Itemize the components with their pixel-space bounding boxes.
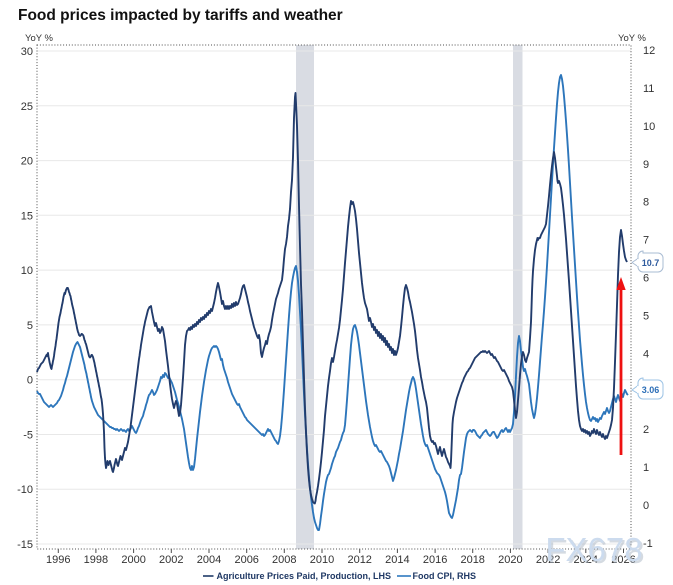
- svg-text:20: 20: [21, 156, 33, 168]
- svg-text:-5: -5: [23, 430, 33, 442]
- svg-text:15: 15: [21, 210, 33, 222]
- svg-text:2004: 2004: [197, 554, 221, 566]
- svg-text:2014: 2014: [385, 554, 409, 566]
- svg-text:-1: -1: [643, 538, 653, 550]
- svg-text:0: 0: [27, 375, 33, 387]
- svg-text:-10: -10: [17, 484, 33, 496]
- svg-text:YoY %: YoY %: [618, 33, 647, 44]
- svg-text:10: 10: [21, 265, 33, 277]
- svg-text:Agriculture Prices Paid, Produ: Agriculture Prices Paid, Production, LHS: [217, 571, 392, 581]
- svg-text:3.06: 3.06: [642, 385, 660, 395]
- svg-text:11: 11: [643, 83, 654, 95]
- svg-text:YoY %: YoY %: [25, 33, 54, 44]
- svg-text:2016: 2016: [423, 554, 447, 566]
- svg-text:2002: 2002: [159, 554, 183, 566]
- svg-text:2018: 2018: [460, 554, 484, 566]
- svg-text:2020: 2020: [498, 554, 522, 566]
- svg-text:6: 6: [643, 273, 649, 285]
- svg-text:5: 5: [643, 310, 649, 322]
- svg-text:FX678: FX678: [547, 533, 644, 570]
- svg-text:7: 7: [643, 235, 649, 247]
- svg-text:FX678: FX678: [545, 531, 642, 568]
- svg-text:2026: 2026: [611, 554, 635, 566]
- svg-text:Food CPI, RHS: Food CPI, RHS: [413, 571, 477, 581]
- svg-text:2000: 2000: [121, 554, 145, 566]
- svg-text:2: 2: [643, 424, 649, 436]
- svg-text:1998: 1998: [84, 554, 108, 566]
- svg-text:-15: -15: [17, 539, 33, 551]
- svg-text:2010: 2010: [310, 554, 334, 566]
- svg-text:4: 4: [643, 348, 649, 360]
- svg-text:2012: 2012: [347, 554, 371, 566]
- svg-text:30: 30: [21, 46, 33, 58]
- svg-text:2008: 2008: [272, 554, 296, 566]
- svg-text:5: 5: [27, 320, 33, 332]
- svg-text:9: 9: [643, 159, 649, 171]
- svg-text:12: 12: [643, 45, 655, 57]
- svg-text:1996: 1996: [46, 554, 70, 566]
- svg-text:2024: 2024: [574, 554, 598, 566]
- svg-text:0: 0: [643, 500, 649, 512]
- svg-text:25: 25: [21, 101, 33, 113]
- svg-text:2006: 2006: [234, 554, 258, 566]
- svg-text:1: 1: [643, 462, 649, 474]
- svg-text:10.7: 10.7: [642, 258, 660, 268]
- svg-text:10: 10: [643, 121, 655, 133]
- svg-text:2022: 2022: [536, 554, 560, 566]
- svg-text:8: 8: [643, 197, 649, 209]
